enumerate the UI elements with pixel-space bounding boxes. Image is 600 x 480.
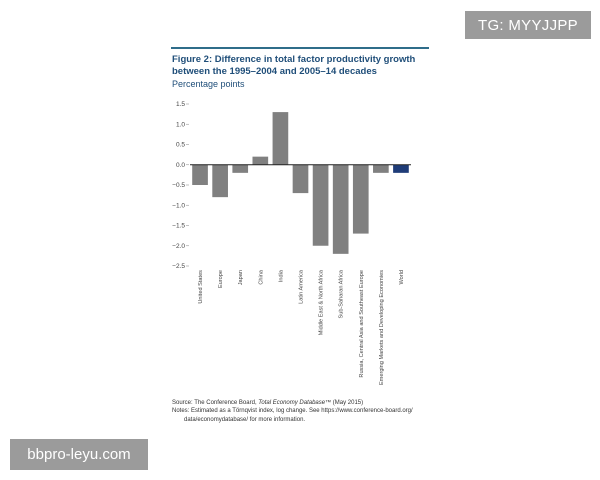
bar — [212, 164, 228, 198]
x-tick-label: Europe — [218, 270, 224, 288]
y-tick-label: −1.5 — [172, 223, 185, 230]
notes-line-2: data/economydatabase/ for more informati… — [184, 416, 306, 423]
bar — [352, 164, 369, 234]
watermark-tg-badge: TG: MYYJJPP — [465, 11, 591, 39]
figure-title: Figure 2: Difference in total factor pro… — [172, 54, 416, 77]
x-tick-label: Japan — [238, 270, 244, 285]
bar — [373, 164, 389, 173]
x-tick-label: India — [278, 269, 284, 282]
y-tick-label: 0.0 — [176, 162, 185, 169]
source-note: Source: The Conference Board, Total Econ… — [172, 399, 434, 424]
y-tick-label: 1.0 — [176, 121, 185, 128]
title-rule — [171, 47, 429, 49]
source-suffix: ™ (May 2015) — [325, 400, 364, 406]
y-tick-label: −2.5 — [172, 263, 185, 270]
source-database-name: Total Economy Database — [258, 400, 326, 406]
x-tick-label: Latin America — [299, 269, 305, 304]
y-tick-label: −1.0 — [172, 202, 185, 209]
bar — [393, 164, 409, 173]
source-prefix: Source: The Conference Board, — [172, 400, 259, 406]
watermark-site-badge: bbpro-leyu.com — [10, 439, 148, 470]
y-tick-label: 0.5 — [176, 142, 185, 149]
x-tick-label: Emerging Markets and Developing Economie… — [379, 270, 385, 385]
x-tick-label: Middle East & North Africa — [319, 269, 325, 335]
y-tick-label: 1.5 — [176, 101, 185, 108]
figure-subtitle: Percentage points — [172, 79, 245, 89]
bar — [272, 112, 289, 165]
bar — [252, 156, 269, 165]
bar — [332, 164, 349, 254]
bar — [232, 164, 249, 173]
notes-line-1: Notes: Estimated as a Törnqvist index, l… — [172, 408, 413, 415]
x-tick-label: China — [258, 269, 264, 285]
x-tick-label: United States — [198, 270, 204, 304]
x-tick-label: Russia, Central Asia and Southeast Europ… — [359, 270, 365, 378]
x-tick-label: World — [399, 270, 405, 285]
y-tick-label: −2.0 — [172, 243, 185, 250]
bar — [192, 164, 208, 185]
x-tick-label: Sub-Saharan Africa — [339, 269, 345, 318]
bar — [292, 164, 309, 194]
y-tick-label: −0.5 — [172, 182, 185, 189]
bar — [312, 164, 329, 246]
